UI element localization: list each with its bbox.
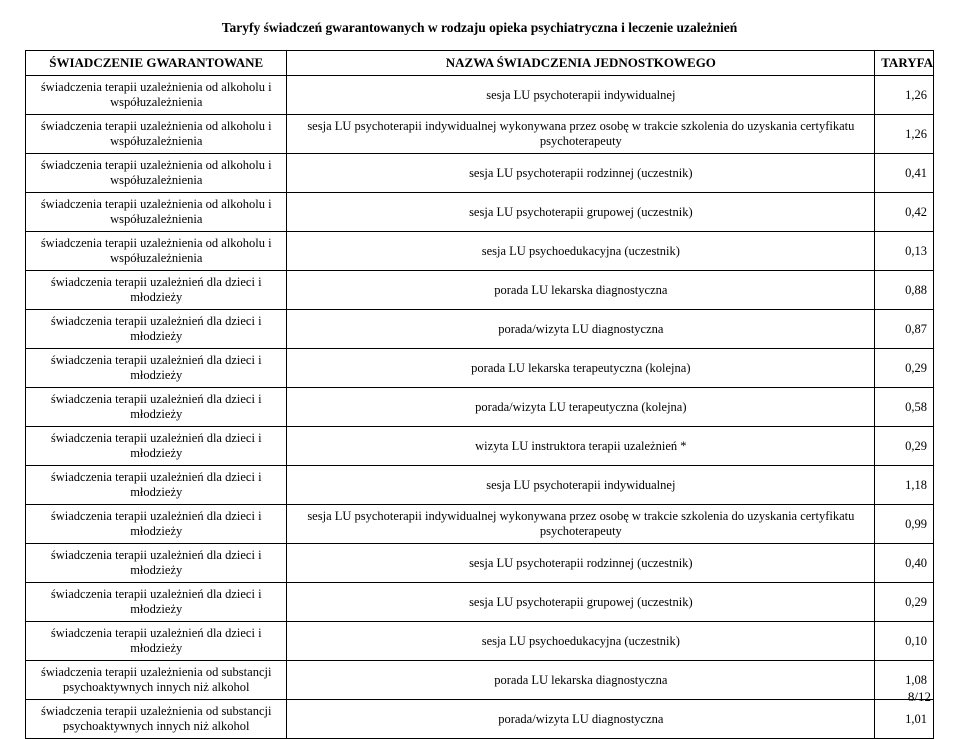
cell-service: świadczenia terapii uzależnienia od alko… — [26, 232, 287, 271]
table-row: świadczenia terapii uzależnień dla dziec… — [26, 427, 934, 466]
cell-unit-name: sesja LU psychoterapii rodzinnej (uczest… — [287, 154, 875, 193]
document-page: Taryfy świadczeń gwarantowanych w rodzaj… — [0, 0, 959, 711]
cell-unit-name: sesja LU psychoterapii indywidualnej — [287, 466, 875, 505]
cell-tariff: 1,26 — [875, 115, 934, 154]
cell-service: świadczenia terapii uzależnień dla dziec… — [26, 427, 287, 466]
table-row: świadczenia terapii uzależnienia od alko… — [26, 115, 934, 154]
cell-tariff: 0,13 — [875, 232, 934, 271]
cell-tariff: 0,58 — [875, 388, 934, 427]
cell-service: świadczenia terapii uzależnienia od alko… — [26, 115, 287, 154]
cell-service: świadczenia terapii uzależnień dla dziec… — [26, 310, 287, 349]
page-number: 8/12 — [908, 689, 931, 705]
table-row: świadczenia terapii uzależnień dla dziec… — [26, 544, 934, 583]
cell-tariff: 1,18 — [875, 466, 934, 505]
cell-tariff: 0,41 — [875, 154, 934, 193]
table-header-row: ŚWIADCZENIE GWARANTOWANE NAZWA ŚWIADCZEN… — [26, 51, 934, 76]
cell-tariff: 0,87 — [875, 310, 934, 349]
cell-unit-name: sesja LU psychoterapii grupowej (uczestn… — [287, 583, 875, 622]
cell-unit-name: porada LU lekarska diagnostyczna — [287, 661, 875, 700]
table-row: świadczenia terapii uzależnienia od alko… — [26, 154, 934, 193]
header-col1: ŚWIADCZENIE GWARANTOWANE — [26, 51, 287, 76]
header-col2: NAZWA ŚWIADCZENIA JEDNOSTKOWEGO — [287, 51, 875, 76]
cell-service: świadczenia terapii uzależnień dla dziec… — [26, 622, 287, 661]
cell-tariff: 1,26 — [875, 76, 934, 115]
cell-service: świadczenia terapii uzależnień dla dziec… — [26, 271, 287, 310]
cell-service: świadczenia terapii uzależnień dla dziec… — [26, 544, 287, 583]
cell-unit-name: sesja LU psychoterapii rodzinnej (uczest… — [287, 544, 875, 583]
cell-tariff: 0,99 — [875, 505, 934, 544]
table-row: świadczenia terapii uzależnień dla dziec… — [26, 622, 934, 661]
table-row: świadczenia terapii uzależnienia od alko… — [26, 232, 934, 271]
cell-tariff: 1,01 — [875, 700, 934, 739]
table-row: świadczenia terapii uzależnienia od alko… — [26, 76, 934, 115]
cell-service: świadczenia terapii uzależnienia od alko… — [26, 76, 287, 115]
cell-unit-name: wizyta LU instruktora terapii uzależnień… — [287, 427, 875, 466]
cell-unit-name: sesja LU psychoedukacyjna (uczestnik) — [287, 622, 875, 661]
cell-tariff: 0,88 — [875, 271, 934, 310]
table-row: świadczenia terapii uzależnienia od alko… — [26, 193, 934, 232]
table-row: świadczenia terapii uzależnień dla dziec… — [26, 388, 934, 427]
cell-tariff: 0,40 — [875, 544, 934, 583]
cell-unit-name: porada LU lekarska terapeutyczna (kolejn… — [287, 349, 875, 388]
table-row: świadczenia terapii uzależnień dla dziec… — [26, 271, 934, 310]
cell-service: świadczenia terapii uzależnień dla dziec… — [26, 349, 287, 388]
tariffs-table: ŚWIADCZENIE GWARANTOWANE NAZWA ŚWIADCZEN… — [25, 50, 934, 739]
cell-unit-name: porada LU lekarska diagnostyczna — [287, 271, 875, 310]
cell-tariff: 0,29 — [875, 583, 934, 622]
table-row: świadczenia terapii uzależnienia od subs… — [26, 661, 934, 700]
table-row: świadczenia terapii uzależnień dla dziec… — [26, 310, 934, 349]
document-title: Taryfy świadczeń gwarantowanych w rodzaj… — [25, 20, 934, 36]
cell-tariff: 0,42 — [875, 193, 934, 232]
table-row: świadczenia terapii uzależnień dla dziec… — [26, 583, 934, 622]
table-row: świadczenia terapii uzależnień dla dziec… — [26, 349, 934, 388]
cell-service: świadczenia terapii uzależnienia od alko… — [26, 154, 287, 193]
table-row: świadczenia terapii uzależnienia od subs… — [26, 700, 934, 739]
cell-service: świadczenia terapii uzależnień dla dziec… — [26, 466, 287, 505]
table-row: świadczenia terapii uzależnień dla dziec… — [26, 466, 934, 505]
cell-unit-name: porada/wizyta LU diagnostyczna — [287, 310, 875, 349]
cell-tariff: 0,29 — [875, 427, 934, 466]
cell-tariff: 0,29 — [875, 349, 934, 388]
cell-tariff: 0,10 — [875, 622, 934, 661]
cell-unit-name: sesja LU psychoterapii indywidualnej wyk… — [287, 505, 875, 544]
cell-unit-name: porada/wizyta LU terapeutyczna (kolejna) — [287, 388, 875, 427]
cell-service: świadczenia terapii uzależnień dla dziec… — [26, 583, 287, 622]
cell-unit-name: porada/wizyta LU diagnostyczna — [287, 700, 875, 739]
cell-unit-name: sesja LU psychoterapii indywidualnej wyk… — [287, 115, 875, 154]
cell-unit-name: sesja LU psychoedukacyjna (uczestnik) — [287, 232, 875, 271]
cell-service: świadczenia terapii uzależnienia od alko… — [26, 193, 287, 232]
cell-service: świadczenia terapii uzależnień dla dziec… — [26, 505, 287, 544]
table-row: świadczenia terapii uzależnień dla dziec… — [26, 505, 934, 544]
cell-service: świadczenia terapii uzależnienia od subs… — [26, 700, 287, 739]
header-col3: TARYFA — [875, 51, 934, 76]
cell-service: świadczenia terapii uzależnień dla dziec… — [26, 388, 287, 427]
cell-service: świadczenia terapii uzależnienia od subs… — [26, 661, 287, 700]
cell-unit-name: sesja LU psychoterapii indywidualnej — [287, 76, 875, 115]
cell-unit-name: sesja LU psychoterapii grupowej (uczestn… — [287, 193, 875, 232]
